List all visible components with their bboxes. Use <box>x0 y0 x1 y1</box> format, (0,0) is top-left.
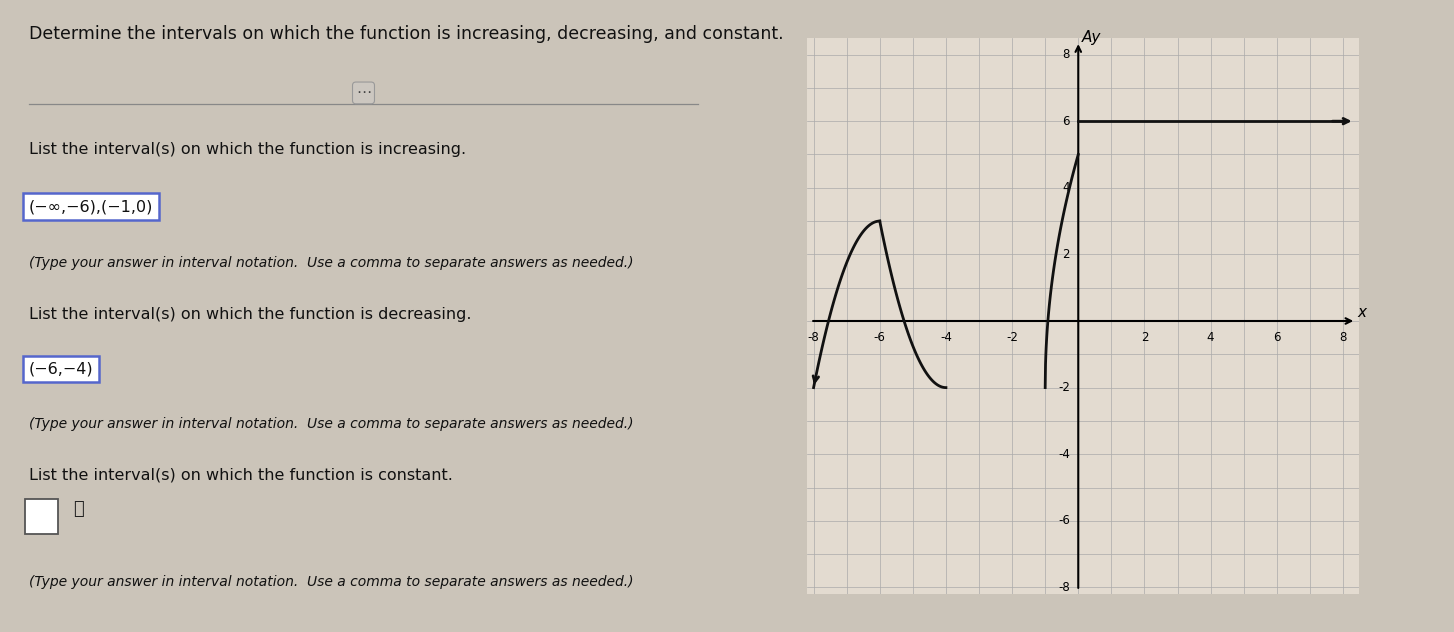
Text: 4: 4 <box>1207 331 1214 344</box>
Text: -4: -4 <box>939 331 952 344</box>
Text: (−∞,−6),(−1,0): (−∞,−6),(−1,0) <box>29 199 154 214</box>
Text: 8: 8 <box>1339 331 1346 344</box>
Text: (Type your answer in interval notation.  Use a comma to separate answers as need: (Type your answer in interval notation. … <box>29 417 634 431</box>
Text: -2: -2 <box>1059 381 1070 394</box>
Text: -8: -8 <box>808 331 820 344</box>
Text: -8: -8 <box>1059 581 1070 594</box>
Text: ⤷: ⤷ <box>73 500 83 518</box>
Text: 8: 8 <box>1063 48 1070 61</box>
Text: (Type your answer in interval notation.  Use a comma to separate answers as need: (Type your answer in interval notation. … <box>29 575 634 589</box>
Text: List the interval(s) on which the function is constant.: List the interval(s) on which the functi… <box>29 468 454 483</box>
Text: 2: 2 <box>1141 331 1149 344</box>
Text: 6: 6 <box>1063 114 1070 128</box>
Text: List the interval(s) on which the function is increasing.: List the interval(s) on which the functi… <box>29 142 467 157</box>
Text: 4: 4 <box>1063 181 1070 194</box>
Text: Ay: Ay <box>1082 30 1101 45</box>
Text: ⋯: ⋯ <box>356 85 371 100</box>
Text: -4: -4 <box>1059 447 1070 461</box>
Text: List the interval(s) on which the function is decreasing.: List the interval(s) on which the functi… <box>29 307 471 322</box>
Bar <box>26 499 58 534</box>
Text: -6: -6 <box>874 331 885 344</box>
Text: 6: 6 <box>1274 331 1281 344</box>
Text: Determine the intervals on which the function is increasing, decreasing, and con: Determine the intervals on which the fun… <box>29 25 784 43</box>
Text: x: x <box>1358 305 1367 320</box>
Text: -6: -6 <box>1059 514 1070 527</box>
Text: 2: 2 <box>1063 248 1070 261</box>
Text: (Type your answer in interval notation.  Use a comma to separate answers as need: (Type your answer in interval notation. … <box>29 256 634 270</box>
Text: (−6,−4): (−6,−4) <box>29 362 93 377</box>
Text: -2: -2 <box>1006 331 1018 344</box>
